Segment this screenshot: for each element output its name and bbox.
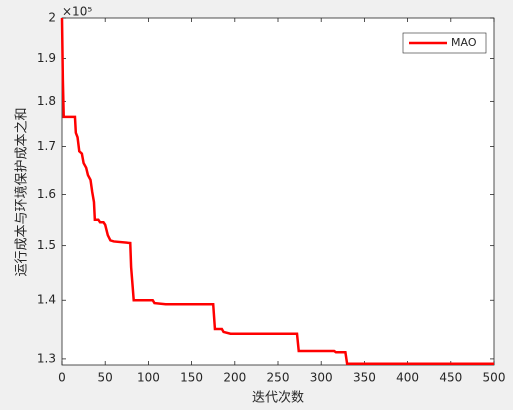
x-tick-label: 100 bbox=[137, 371, 160, 385]
y-tick-label: 1.3 bbox=[37, 351, 56, 365]
y-axis-label: 运行成本与环境保护成本之和 bbox=[15, 107, 30, 276]
x-tick-label: 150 bbox=[180, 371, 203, 385]
data-line bbox=[60, 17, 494, 366]
legend-label: MAO bbox=[451, 36, 477, 49]
y-tick-label: 1.5 bbox=[37, 238, 56, 252]
x-axis-label: 迭代次数 bbox=[252, 390, 304, 406]
x-tick-label: 450 bbox=[439, 371, 462, 385]
x-tick-label: 500 bbox=[483, 371, 506, 385]
x-tick-label: 300 bbox=[310, 371, 333, 385]
plot-area bbox=[62, 18, 494, 365]
y-tick-label: 1.6 bbox=[37, 187, 56, 201]
x-tick-label: 200 bbox=[223, 371, 246, 385]
y-tick-label: 1.7 bbox=[37, 139, 56, 153]
x-tick-label: 350 bbox=[353, 371, 376, 385]
y-tick-label: 2 bbox=[48, 11, 56, 25]
y-tick-label: 1.4 bbox=[37, 293, 56, 307]
y-tick-label: 1.9 bbox=[37, 51, 56, 65]
y-exponent: ×10⁵ bbox=[62, 5, 92, 19]
x-tick-label: 50 bbox=[98, 371, 113, 385]
axes-box bbox=[61, 17, 495, 366]
x-tick-label: 400 bbox=[396, 371, 419, 385]
x-tick-label: 0 bbox=[58, 371, 66, 385]
x-tick-label: 250 bbox=[267, 371, 290, 385]
y-tick-label: 1.8 bbox=[37, 94, 56, 108]
